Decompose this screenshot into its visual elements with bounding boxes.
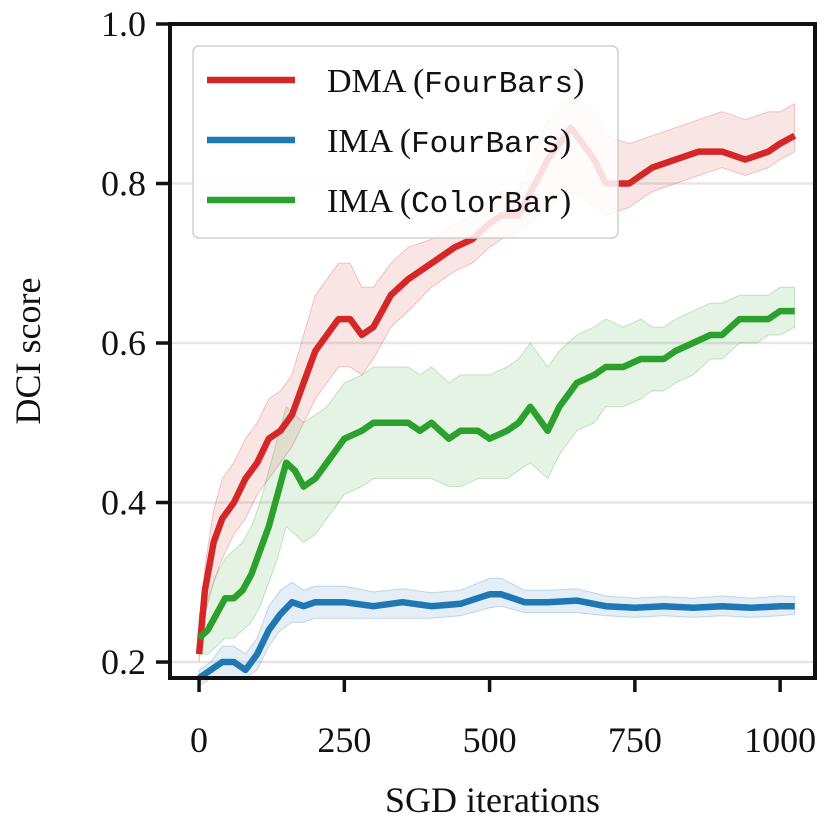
legend-items: DMA (FourBars)IMA (FourBars)IMA (ColorBa… [207, 63, 584, 222]
y-tick-label: 0.8 [101, 164, 146, 204]
legend-name: IMA [327, 183, 394, 220]
x-tick-label: 250 [317, 720, 371, 760]
legend-paren-open: ( [391, 183, 411, 220]
legend-dataset: FourBars [411, 127, 560, 162]
legend-label-2: IMA (ColorBar) [327, 183, 571, 222]
legend-paren-close: ) [573, 63, 584, 100]
y-axis-title: DCI score [8, 278, 48, 425]
line-layer [195, 124, 797, 681]
x-tick-label: 0 [190, 720, 208, 760]
legend-label-0: DMA (FourBars) [327, 63, 584, 102]
tick-layer: 0.2 0.4 0.6 0.8 1.0 0 250 500 750 1000 [101, 4, 816, 760]
legend: DMA (FourBars)IMA (FourBars)IMA (ColorBa… [192, 45, 619, 239]
legend-box [192, 45, 619, 239]
x-axis-title: SGD iterations [385, 780, 600, 818]
y-tick-label: 1.0 [101, 4, 146, 44]
y-tick-label: 0.2 [101, 642, 146, 682]
legend-paren-close: ) [560, 183, 571, 220]
legend-paren-open: ( [391, 123, 411, 160]
legend-paren-close: ) [560, 123, 571, 160]
series-line-1 [197, 591, 795, 681]
y-tick-label: 0.4 [101, 483, 146, 523]
series-line-2 [196, 307, 795, 641]
legend-paren-open: ( [404, 63, 424, 100]
legend-label-1: IMA (FourBars) [327, 123, 571, 162]
y-tick-label: 0.6 [101, 323, 146, 363]
x-tick-label: 1000 [744, 720, 816, 760]
legend-dataset: ColorBar [411, 187, 560, 222]
series-band-2 [198, 286, 796, 655]
legend-dataset: FourBars [424, 67, 573, 102]
x-tick-label: 500 [463, 720, 517, 760]
x-tick-label: 750 [608, 720, 662, 760]
plot-frame [168, 22, 817, 680]
legend-name: IMA [327, 123, 394, 160]
legend-name: DMA [327, 63, 407, 100]
series-line-0 [195, 124, 797, 655]
